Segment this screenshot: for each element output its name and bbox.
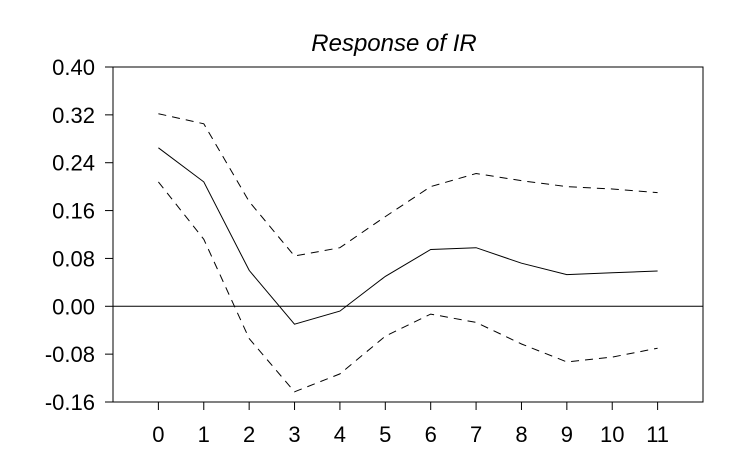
response-line	[158, 147, 658, 325]
y-tick-label: -0.16	[45, 390, 95, 415]
series-layer	[158, 113, 658, 393]
y-tick-label: -0.08	[45, 342, 95, 367]
x-tick-label: 7	[470, 422, 482, 447]
x-tick-label: 9	[561, 422, 573, 447]
y-tick-label: 0.16	[52, 199, 95, 224]
y-tick-label: 0.24	[52, 151, 95, 176]
x-tick-label: 11	[646, 422, 669, 447]
x-tick-label: 5	[379, 422, 391, 447]
x-tick-label: 0	[152, 422, 164, 447]
y-tick-label: 0.08	[52, 246, 95, 271]
x-tick-label: 1	[198, 422, 210, 447]
plot-frame	[112, 66, 704, 403]
x-tick-label: 6	[425, 422, 437, 447]
chart-title: Response of IR	[311, 30, 476, 57]
y-tick-label: 0.40	[52, 55, 95, 80]
lower-band-line	[158, 181, 658, 393]
x-tick-label: 4	[334, 422, 346, 447]
upper-band-line	[158, 113, 658, 257]
x-tick-label: 2	[243, 422, 255, 447]
x-tick-label: 10	[600, 422, 624, 447]
y-axis: 0.40 0.32 0.24 0.16 0.08 0.00 -0.08 -0.16	[45, 55, 113, 415]
x-tick-label: 8	[515, 422, 527, 447]
y-tick-label: 0.32	[52, 103, 95, 128]
x-tick-label: 3	[288, 422, 300, 447]
x-axis: 0 1 2 3 4 5 6 7 8 9 10 11	[152, 402, 669, 447]
y-tick-label: 0.00	[52, 294, 95, 319]
